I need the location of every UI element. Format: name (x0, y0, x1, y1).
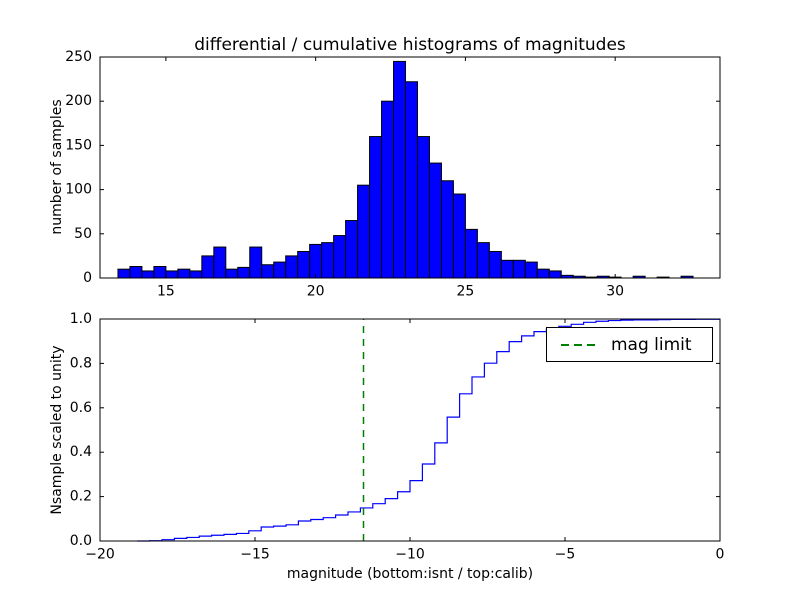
histogram-bar (117, 268, 131, 279)
histogram-bar (405, 81, 418, 279)
histogram-bar (452, 193, 466, 279)
histogram-bar (213, 246, 227, 279)
histogram-bar (357, 184, 371, 279)
histogram-bar (536, 268, 550, 279)
histogram-bar (201, 255, 215, 279)
bottom-ylabel: Nsample scaled to unity (49, 345, 65, 515)
bottom-xlabel: magnitude (bottom:isnt / top:calib) (286, 566, 534, 582)
top-ylabel: number of samples (49, 99, 65, 235)
x-tick-label: 25 (456, 284, 474, 300)
chart-title: differential / cumulative histograms of … (194, 35, 626, 55)
x-tick-label: 30 (606, 284, 624, 300)
x-tick-label: 0 (716, 547, 725, 563)
histogram-bar (225, 268, 239, 279)
y-tick-label: 0.8 (70, 355, 92, 371)
histogram-bar (237, 266, 251, 279)
y-tick-label: 100 (65, 182, 92, 198)
histogram-bar (381, 100, 395, 279)
histogram-bar (165, 270, 179, 279)
axes-frame (99, 56, 721, 279)
histogram-bar (476, 242, 490, 279)
histogram-bar (285, 255, 299, 279)
y-tick-label: 0.2 (70, 489, 92, 505)
histogram-bar (548, 270, 562, 279)
histogram-bar (189, 270, 203, 279)
bottom-plot: −20 −15 −10 −5 0 0.0 0.2 0.4 0.6 0.8 1.0 (70, 311, 725, 563)
x-tick-label: −10 (395, 547, 425, 563)
x-tick-label: −20 (85, 547, 115, 563)
cumulative-step-line (137, 318, 720, 542)
histogram-bar (273, 261, 287, 279)
y-tick-label: 250 (65, 49, 92, 65)
histogram-bar (428, 162, 442, 279)
histogram-bar (249, 246, 263, 279)
legend: mag limit (546, 327, 713, 362)
histogram-bar (129, 266, 143, 279)
x-tick-label: −5 (555, 547, 576, 563)
x-tick-label: 20 (307, 284, 325, 300)
histogram-bar (512, 259, 526, 279)
y-tick-label: 1.0 (70, 311, 92, 327)
legend-line-sample (561, 343, 597, 346)
y-tick-label: 0.6 (70, 400, 92, 416)
x-tick-label: 15 (157, 284, 175, 300)
histogram-bar (141, 270, 155, 279)
y-tick-label: 200 (65, 93, 92, 109)
histogram-bar (261, 264, 275, 279)
histogram-bar (153, 266, 167, 279)
y-tick-label: 0 (83, 270, 92, 286)
histogram-bar (393, 60, 407, 279)
top-plot: 15 20 25 30 0 50 100 150 200 250 (65, 49, 721, 300)
histogram-bar (524, 261, 538, 279)
histogram-bar (333, 235, 347, 279)
histogram-bar (321, 242, 335, 279)
x-tick-label: −15 (240, 547, 270, 563)
histogram-bar (297, 250, 311, 279)
legend-label: mag limit (611, 334, 692, 355)
histogram-bar (464, 228, 478, 279)
histogram-bar (369, 136, 383, 279)
histogram-bar (345, 220, 359, 279)
y-tick-label: 50 (74, 226, 92, 242)
histogram-bar (440, 180, 454, 279)
y-tick-label: 150 (65, 137, 92, 153)
histogram-bar (309, 243, 323, 279)
histogram-bar (177, 268, 191, 279)
y-tick-label: 0.4 (70, 444, 92, 460)
histogram-bar (500, 259, 514, 279)
y-tick-label: 0.0 (70, 533, 92, 549)
histogram-bar (488, 250, 502, 279)
histogram-bar (416, 136, 430, 279)
